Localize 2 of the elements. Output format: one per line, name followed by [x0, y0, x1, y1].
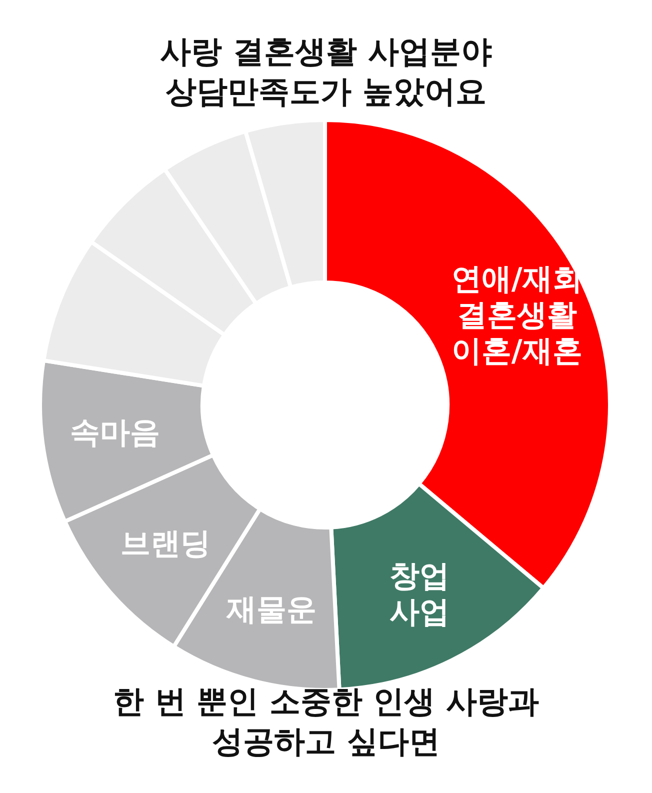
- title: 사랑 결혼생활 사업분야 상담만족도가 높았어요: [160, 34, 492, 110]
- annotation: 한 번 뿐인 소중한 인생 사랑과 성공하고 싶다면: [113, 684, 539, 760]
